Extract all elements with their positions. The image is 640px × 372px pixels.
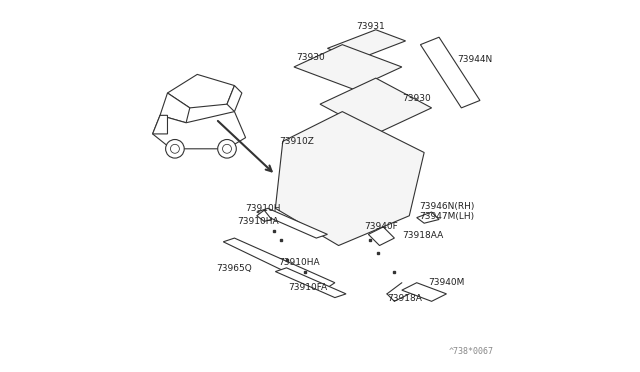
Polygon shape (227, 86, 242, 112)
Text: 73931: 73931 (356, 22, 385, 31)
Polygon shape (320, 78, 431, 134)
Text: 73940F: 73940F (364, 222, 397, 231)
Polygon shape (152, 115, 168, 134)
Text: 73918AA: 73918AA (402, 231, 443, 240)
Polygon shape (369, 227, 394, 246)
Text: 73940M: 73940M (428, 278, 464, 287)
Text: 73947M(LH): 73947M(LH) (420, 212, 475, 221)
Polygon shape (152, 112, 246, 149)
Text: 73910Z: 73910Z (279, 137, 314, 146)
Text: 73910HA: 73910HA (278, 258, 320, 267)
Polygon shape (257, 208, 328, 238)
Text: 73910HA: 73910HA (237, 217, 279, 226)
Circle shape (223, 144, 232, 153)
Polygon shape (275, 112, 424, 246)
Text: 73944N: 73944N (458, 55, 493, 64)
Text: 73910H: 73910H (246, 204, 281, 213)
Polygon shape (257, 210, 271, 221)
Text: 73946N(RH): 73946N(RH) (420, 202, 475, 211)
Polygon shape (294, 45, 402, 89)
Polygon shape (420, 37, 480, 108)
Circle shape (166, 140, 184, 158)
Polygon shape (328, 30, 406, 60)
Polygon shape (402, 283, 447, 301)
Polygon shape (417, 212, 439, 223)
Text: 73965Q: 73965Q (216, 264, 252, 273)
Polygon shape (168, 74, 234, 108)
Polygon shape (160, 93, 190, 123)
Text: 73930: 73930 (296, 53, 324, 62)
Text: 73930: 73930 (402, 94, 431, 103)
Circle shape (218, 140, 236, 158)
Text: ^738*0067: ^738*0067 (449, 347, 493, 356)
Polygon shape (275, 268, 346, 298)
Text: 73910FA: 73910FA (289, 283, 328, 292)
Polygon shape (223, 238, 335, 290)
Text: 73918A: 73918A (388, 294, 422, 303)
Circle shape (170, 144, 179, 153)
